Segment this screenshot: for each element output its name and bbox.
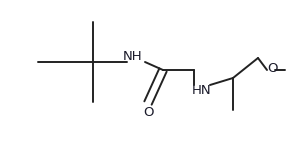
Text: O: O — [267, 61, 277, 75]
Text: HN: HN — [192, 84, 212, 96]
Text: NH: NH — [123, 51, 143, 63]
Text: O: O — [143, 105, 153, 118]
